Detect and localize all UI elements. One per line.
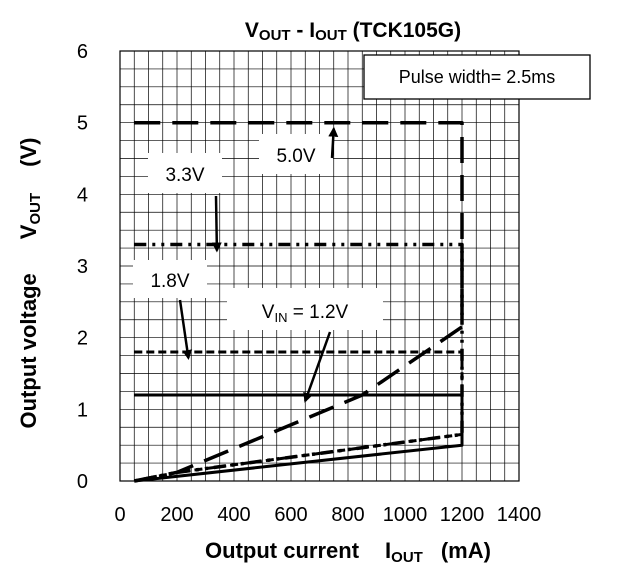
series-label-3v3: 3.3V — [165, 165, 204, 186]
y-tick-label: 4 — [77, 184, 88, 206]
series-line-3 — [134, 393, 464, 483]
series-group — [133, 120, 464, 483]
label-bg-1v8 — [133, 260, 207, 298]
tick-labels: 0 200 400 600 800 1000 1200 1400 0 1 2 3 4 5 6 — [77, 41, 541, 526]
y-tick-label: 5 — [77, 113, 88, 135]
series-label-vin: VIN = 1.2V — [262, 302, 349, 325]
y-tick-label: 0 — [77, 471, 88, 493]
x-tick-label: 0 — [114, 504, 125, 526]
y-tick-label: 1 — [77, 399, 88, 421]
label-bg-3v3 — [148, 153, 222, 193]
label-arrows — [178, 126, 339, 403]
label-bg-5v — [259, 134, 333, 174]
x-tick-label: 200 — [160, 504, 193, 526]
series-label-5v: 5.0V — [276, 146, 315, 167]
chart-title: VOUT - IOUT (TCK105G) — [245, 19, 461, 44]
plot-border — [119, 50, 520, 482]
y-tick-label: 6 — [77, 41, 88, 63]
y-tick-label: 3 — [77, 256, 88, 278]
series-label-1v8: 1.8V — [150, 271, 189, 292]
label-arrow — [178, 299, 193, 360]
x-tick-label: 1000 — [383, 504, 428, 526]
x-tick-label: 1200 — [440, 504, 485, 526]
label-arrow — [328, 126, 339, 159]
label-arrow — [303, 331, 332, 403]
label-bg-vin — [227, 288, 383, 330]
y-tick-label: 2 — [77, 328, 88, 350]
label-arrow — [211, 195, 222, 253]
pulse-width-label: Pulse width= 2.5ms — [399, 67, 556, 87]
x-tick-label: 1400 — [497, 504, 542, 526]
pulse-width-box — [363, 54, 591, 100]
svg-text:Output voltageVOUT(V): Output voltageVOUT(V) — [16, 138, 44, 429]
x-tick-label: 400 — [217, 504, 250, 526]
x-tick-label: 800 — [331, 504, 364, 526]
x-axis-title: Output current IOUT (mA) — [205, 538, 491, 565]
x-tick-label: 600 — [274, 504, 307, 526]
y-axis-title: Output voltageVOUT(V) — [16, 138, 44, 429]
